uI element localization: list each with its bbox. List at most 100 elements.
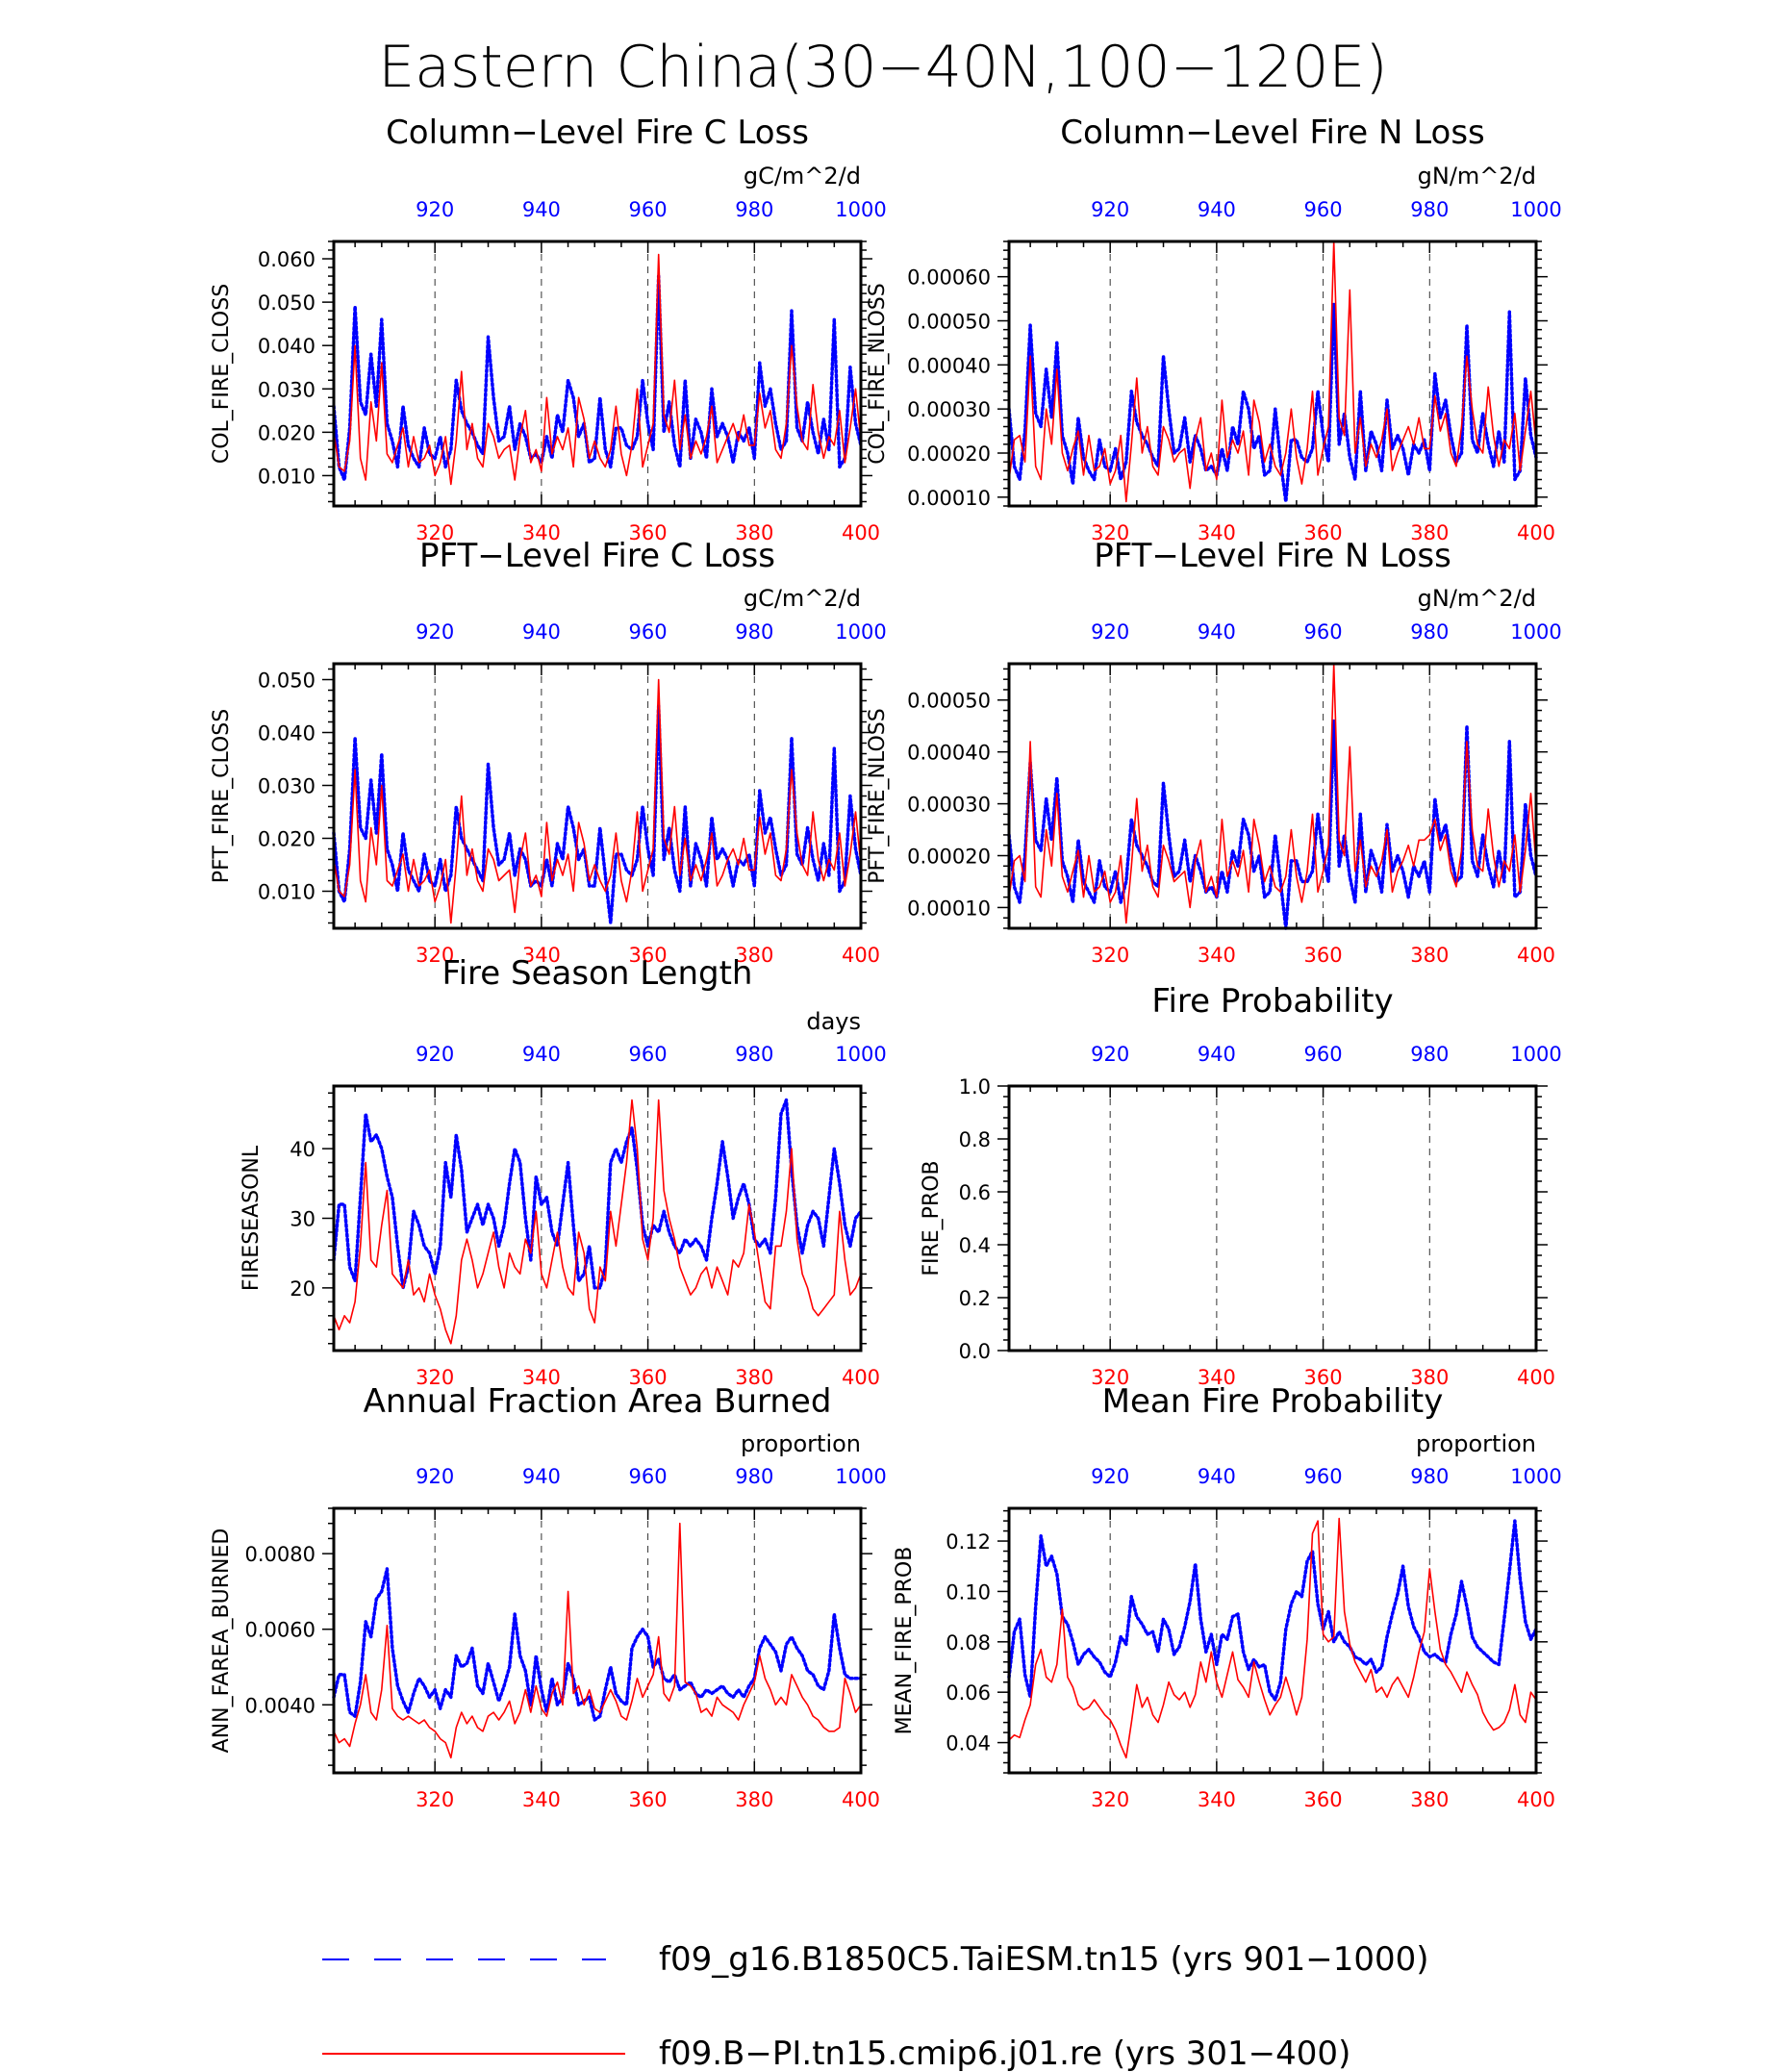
x-bottom-tick-label: 380 [1410, 521, 1449, 544]
x-bottom-tick-label: 320 [416, 944, 454, 967]
chart-panels: Column−Level Fire C Loss gC/m^2/d 320 340 36… [210, 114, 1562, 1811]
x-bottom-tick-label: 380 [735, 1366, 773, 1389]
series-line-case2 [1008, 1517, 1537, 1759]
x-bottom-tick-label: 360 [629, 944, 668, 967]
units-label: proportion [741, 1430, 861, 1457]
x-bottom-tick-label: 340 [522, 521, 561, 544]
legend: f09_g16.B1850C5.TaiESM.tn15 (yrs 901−100… [322, 1940, 1429, 2072]
y-tick-label: 0.010 [258, 465, 315, 488]
x-top-tick-label: 980 [1410, 1043, 1449, 1066]
x-top-tick-label: 1000 [1510, 198, 1561, 221]
x-bottom-tick-label: 340 [1198, 1788, 1236, 1811]
y-tick-label: 0.030 [258, 775, 315, 798]
y-tick-label: 40 [290, 1138, 315, 1161]
x-top-tick-label: 1000 [1510, 620, 1561, 644]
x-top-tick-label: 940 [522, 1043, 561, 1066]
y-tick-label: 0.06 [946, 1681, 991, 1705]
y-tick-label: 0.10 [946, 1580, 991, 1604]
y-tick-label: 1.0 [959, 1075, 991, 1099]
x-top-tick-label: 980 [735, 620, 773, 644]
series-line-case2 [1008, 240, 1537, 503]
plot-frame [1007, 1506, 1538, 1775]
plot-frame [1007, 1084, 1538, 1352]
x-top-tick-label: 980 [735, 198, 773, 221]
x-bottom-tick-label: 400 [1517, 1788, 1555, 1811]
chart-title: Annual Fraction Area Burned [364, 1382, 832, 1421]
y-tick-label: 0.0040 [245, 1694, 315, 1717]
x-top-tick-label: 980 [1410, 620, 1449, 644]
x-top-tick-label: 920 [416, 620, 454, 644]
y-tick-label: 0.020 [258, 421, 315, 444]
y-tick-label: 0.00010 [907, 897, 991, 920]
plot-frame [1007, 662, 1538, 930]
x-top-tick-label: 1000 [1510, 1043, 1561, 1066]
y-tick-label: 0.12 [946, 1530, 991, 1554]
x-top-tick-label: 960 [1304, 1043, 1343, 1066]
x-top-tick-label: 960 [629, 620, 668, 644]
y-tick-label: 0.2 [959, 1287, 991, 1310]
y-tick-label: 0.00050 [907, 311, 991, 334]
plot-frame [332, 1506, 863, 1775]
series-line-case1 [332, 1567, 863, 1722]
x-bottom-tick-label: 320 [1091, 944, 1129, 967]
y-axis-label: FIRESEASONL [240, 1145, 264, 1291]
x-bottom-tick-label: 400 [842, 1788, 880, 1811]
y-tick-label: 0.030 [258, 378, 315, 401]
units-label: gC/m^2/d [744, 163, 861, 190]
x-bottom-tick-label: 400 [1517, 521, 1555, 544]
x-top-tick-label: 940 [522, 198, 561, 221]
chart-title: Fire Season Length [442, 954, 753, 993]
x-top-tick-label: 980 [1410, 1465, 1449, 1488]
x-bottom-tick-label: 340 [1198, 521, 1236, 544]
chart-title: Column−Level Fire C Loss [386, 114, 809, 152]
units-label: gC/m^2/d [744, 585, 861, 612]
x-top-tick-label: 980 [735, 1043, 773, 1066]
y-tick-label: 0.00030 [907, 794, 991, 817]
x-bottom-tick-label: 380 [735, 521, 773, 544]
y-axis-label: FIRE_PROB [920, 1160, 944, 1276]
x-bottom-tick-label: 400 [842, 521, 880, 544]
x-bottom-tick-label: 340 [1198, 944, 1236, 967]
y-tick-label: 30 [290, 1208, 315, 1231]
x-bottom-tick-label: 360 [1304, 1366, 1343, 1389]
units-label: gN/m^2/d [1418, 163, 1536, 190]
y-axis-label: ANN_FAREA_BURNED [210, 1529, 234, 1754]
y-tick-label: 0.00050 [907, 690, 991, 713]
x-top-tick-label: 960 [629, 1465, 668, 1488]
x-top-tick-label: 920 [1091, 1465, 1129, 1488]
x-top-tick-label: 960 [1304, 620, 1343, 644]
x-bottom-tick-label: 360 [629, 1366, 668, 1389]
y-tick-label: 0.00020 [907, 846, 991, 869]
x-bottom-tick-label: 340 [522, 944, 561, 967]
x-bottom-tick-label: 320 [1091, 1366, 1129, 1389]
x-top-tick-label: 940 [1198, 1465, 1236, 1488]
legend-label-case1: f09_g16.B1850C5.TaiESM.tn15 (yrs 901−100… [659, 1940, 1429, 1979]
x-bottom-tick-label: 320 [416, 1366, 454, 1389]
x-bottom-tick-label: 380 [1410, 1366, 1449, 1389]
y-tick-label: 20 [290, 1277, 315, 1301]
y-tick-label: 0.060 [258, 248, 315, 271]
x-bottom-tick-label: 400 [842, 1366, 880, 1389]
x-top-tick-label: 940 [1198, 198, 1236, 221]
series-line-case1 [332, 704, 863, 925]
x-bottom-tick-label: 320 [1091, 521, 1129, 544]
y-tick-label: 0.0060 [245, 1619, 315, 1642]
y-axis-label: COL_FIRE_NLOSS [866, 283, 890, 464]
x-bottom-tick-label: 400 [1517, 944, 1555, 967]
chart-title: Mean Fire Probability [1102, 1382, 1444, 1421]
x-bottom-tick-label: 360 [1304, 521, 1343, 544]
x-top-tick-label: 920 [1091, 198, 1129, 221]
x-bottom-tick-label: 360 [1304, 1788, 1343, 1811]
y-tick-label: 0.050 [258, 291, 315, 315]
y-tick-label: 0.050 [258, 670, 315, 693]
legend-label-case2: f09.B−PI.tn15.cmip6.j01.re (yrs 301−400) [659, 2034, 1350, 2072]
y-tick-label: 0.00040 [907, 354, 991, 377]
x-top-tick-label: 960 [1304, 1465, 1343, 1488]
series-line-case2 [333, 1522, 862, 1759]
x-bottom-tick-label: 340 [522, 1366, 561, 1389]
y-tick-label: 0.00060 [907, 266, 991, 290]
x-bottom-tick-label: 340 [1198, 1366, 1236, 1389]
x-top-tick-label: 920 [1091, 620, 1129, 644]
x-top-tick-label: 940 [1198, 620, 1236, 644]
